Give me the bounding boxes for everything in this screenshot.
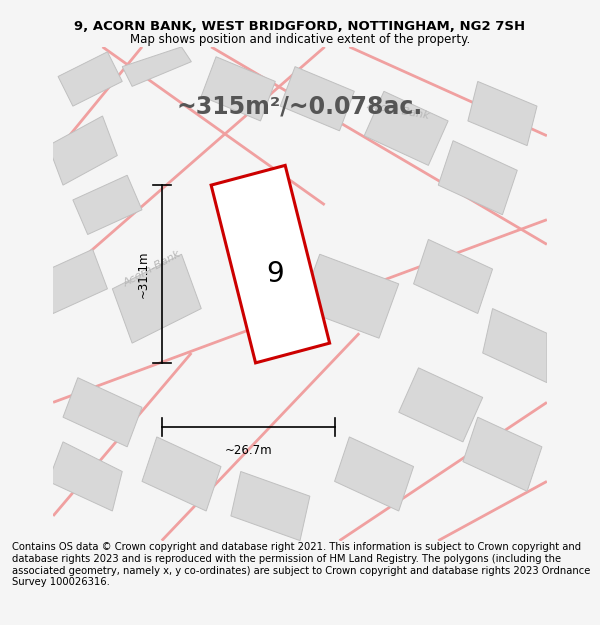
Polygon shape xyxy=(399,368,482,442)
Polygon shape xyxy=(211,166,329,363)
Polygon shape xyxy=(463,418,542,491)
Polygon shape xyxy=(48,116,118,185)
Polygon shape xyxy=(73,175,142,234)
Text: ~31.1m: ~31.1m xyxy=(136,250,149,298)
Polygon shape xyxy=(438,141,517,215)
Polygon shape xyxy=(280,67,355,131)
Polygon shape xyxy=(58,52,122,106)
Polygon shape xyxy=(413,239,493,314)
Polygon shape xyxy=(38,249,107,314)
Polygon shape xyxy=(482,309,547,382)
Text: Contains OS data © Crown copyright and database right 2021. This information is : Contains OS data © Crown copyright and d… xyxy=(12,542,590,588)
Polygon shape xyxy=(468,81,537,146)
Text: 9, ACORN BANK, WEST BRIDGFORD, NOTTINGHAM, NG2 7SH: 9, ACORN BANK, WEST BRIDGFORD, NOTTINGHA… xyxy=(74,20,526,32)
Text: 9: 9 xyxy=(266,260,284,288)
Text: ~315m²/~0.078ac.: ~315m²/~0.078ac. xyxy=(177,94,423,118)
Text: ~26.7m: ~26.7m xyxy=(224,444,272,458)
Text: Acorn-Bank: Acorn-Bank xyxy=(121,249,182,289)
Polygon shape xyxy=(300,254,399,338)
Polygon shape xyxy=(201,57,275,121)
Polygon shape xyxy=(335,437,413,511)
Polygon shape xyxy=(48,442,122,511)
Polygon shape xyxy=(112,254,201,343)
Polygon shape xyxy=(364,91,448,166)
Polygon shape xyxy=(122,47,191,86)
Text: Map shows position and indicative extent of the property.: Map shows position and indicative extent… xyxy=(130,34,470,46)
Polygon shape xyxy=(231,471,310,541)
Polygon shape xyxy=(142,437,221,511)
Text: Acorn Bank: Acorn Bank xyxy=(367,101,431,121)
Polygon shape xyxy=(63,378,142,447)
